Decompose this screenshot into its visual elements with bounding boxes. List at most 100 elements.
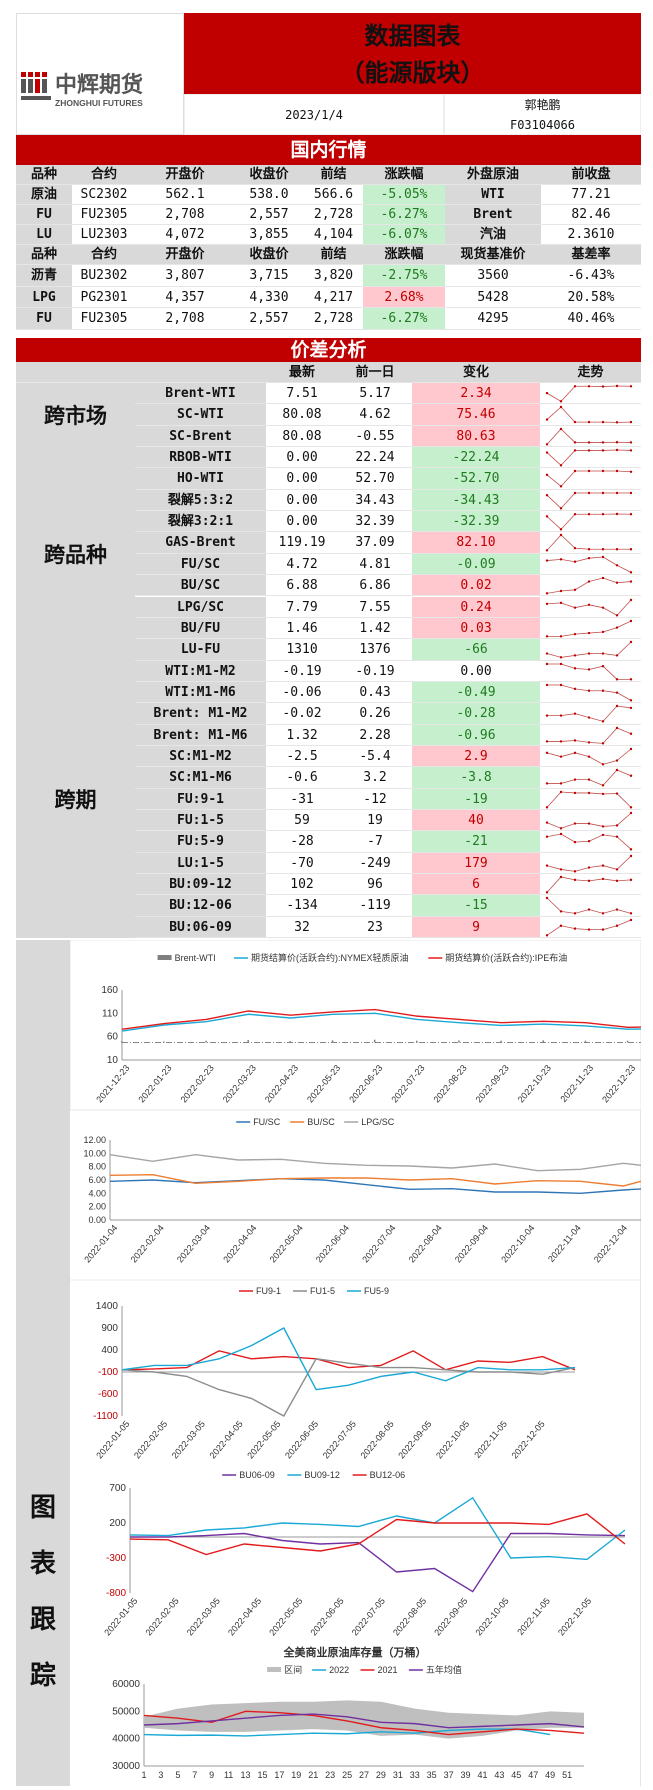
spread-name: LU-FU — [135, 639, 266, 661]
x-tick-label: 19 — [291, 1770, 301, 1780]
spread-change: -32.39 — [412, 511, 540, 533]
legend-item: 五年均值 — [408, 1664, 462, 1675]
column-header-close: 收盘价 — [234, 245, 304, 265]
spread-name: FU:9-1 — [135, 788, 266, 810]
cell-open: 562.1 — [136, 185, 234, 205]
x-tick-label: 2022-02-05 — [144, 1596, 181, 1638]
cell-ref-value: -6.43% — [541, 265, 641, 287]
sparkline-point — [545, 891, 549, 894]
sparkline-point — [587, 548, 591, 551]
spread-name: SC:M1-M2 — [135, 745, 266, 768]
series-line — [121, 1012, 653, 1032]
sparkline-line — [546, 919, 632, 936]
group-label: 跨期 — [16, 660, 135, 939]
trend-sparkline — [540, 404, 641, 426]
author-info: 郭艳鹏 F03104066 — [444, 94, 641, 135]
sparkline-point — [601, 825, 605, 828]
sparkline-point — [587, 667, 591, 671]
spread-latest: -2.5 — [266, 745, 338, 768]
x-tick-label: 2022-08-05 — [359, 1419, 396, 1461]
legend-label: 2021 — [378, 1665, 398, 1675]
sparkline-point — [573, 666, 577, 670]
cell-prev-settle: 2,728 — [304, 308, 363, 330]
sparkline-point — [615, 491, 619, 494]
series-line — [121, 1008, 653, 1030]
trend-sparkline — [540, 447, 641, 469]
series-line — [121, 1350, 576, 1371]
sparkline-point — [545, 739, 549, 743]
spread-bar — [500, 1040, 502, 1043]
trend-sparkline — [540, 383, 641, 405]
legend-label: 期货结算价(活跃合约):IPE布油 — [445, 952, 567, 963]
x-tick-label: 2022-06-05 — [283, 1419, 320, 1461]
spread-change: -3.8 — [412, 767, 540, 789]
y-tick-label: 12.00 — [83, 1135, 106, 1145]
sparkline-point — [573, 491, 577, 494]
x-tick-label: 47 — [528, 1770, 538, 1780]
trend-sparkline — [540, 831, 641, 853]
sparkline-point — [615, 613, 619, 617]
sparkline-point — [629, 421, 633, 424]
x-tick-label: 2022-04-05 — [226, 1596, 263, 1638]
legend-item: 2021 — [360, 1665, 398, 1675]
sparkline-point — [545, 391, 549, 395]
sparkline-point — [559, 910, 563, 914]
trend-sparkline — [540, 425, 641, 448]
sparkline-point — [573, 470, 577, 473]
trend-sparkline — [540, 639, 641, 661]
sparkline-point — [559, 833, 563, 836]
sparkline-point — [559, 714, 563, 718]
column-header-change-pct: 涨跌幅 — [363, 165, 445, 185]
cell-contract: PG2301 — [72, 286, 136, 308]
column-header-variety: 品种 — [16, 245, 72, 265]
sparkline-point — [545, 933, 549, 937]
sparkline-point — [601, 792, 605, 795]
sparkline-line — [547, 769, 632, 787]
title-line2: （能源版块） — [340, 58, 485, 87]
sparkline-line — [546, 876, 632, 893]
cell-ref-value: 40.46% — [541, 308, 641, 330]
sparkline-point — [587, 470, 591, 473]
spread-change: 82.10 — [412, 532, 540, 554]
sparkline-point — [615, 867, 619, 871]
sparkline-point — [615, 879, 619, 883]
y-tick-label: 2.00 — [88, 1202, 106, 1212]
sparkline-point — [573, 385, 577, 388]
sparkline-point — [573, 440, 577, 444]
sparkline-point — [615, 759, 619, 762]
spread-prev: -0.19 — [338, 660, 412, 682]
spread-prev: 6.86 — [338, 575, 412, 597]
spread-latest: 32 — [266, 916, 338, 939]
legend-item: Brent-WTI — [157, 953, 216, 963]
spread-prev: 1.42 — [338, 617, 412, 640]
legend-label: FU5-9 — [364, 1286, 389, 1296]
spread-name: FU:5-9 — [135, 831, 266, 853]
cell-prev-settle: 2,728 — [304, 205, 363, 225]
sparkline-line — [547, 705, 632, 723]
spread-prev: -7 — [338, 831, 412, 853]
spread-latest: -70 — [266, 852, 338, 875]
cell-contract: LU2303 — [72, 225, 136, 245]
cell-variety: 沥青 — [16, 265, 72, 287]
spread-change: -34.43 — [412, 489, 540, 512]
x-tick-label: 27 — [359, 1770, 369, 1780]
spread-name: SC-WTI — [135, 404, 266, 426]
x-tick-label: 2022-12-04 — [592, 1223, 629, 1265]
sparkline-point — [545, 451, 549, 454]
sparkline-point — [559, 875, 563, 879]
y-tick-label: 60 — [107, 1032, 119, 1043]
sparkline-point — [601, 605, 605, 609]
spread-prev: 32.39 — [338, 511, 412, 533]
spread-prev: -249 — [338, 852, 412, 875]
sparkline-point — [601, 630, 605, 634]
series-line — [130, 1532, 626, 1593]
x-tick-label: 15 — [257, 1770, 267, 1780]
y-tick-label: 200 — [109, 1518, 126, 1529]
spread-prev: 96 — [338, 874, 412, 896]
spread-bar — [458, 1040, 460, 1043]
spread-name: Brent: M1-M6 — [135, 724, 266, 746]
legend-item: BU/SC — [290, 1117, 335, 1127]
y-tick-label: 6.00 — [88, 1175, 106, 1185]
x-tick-label: 2022-05-05 — [267, 1596, 304, 1638]
y-tick-label: 40000 — [112, 1734, 140, 1745]
